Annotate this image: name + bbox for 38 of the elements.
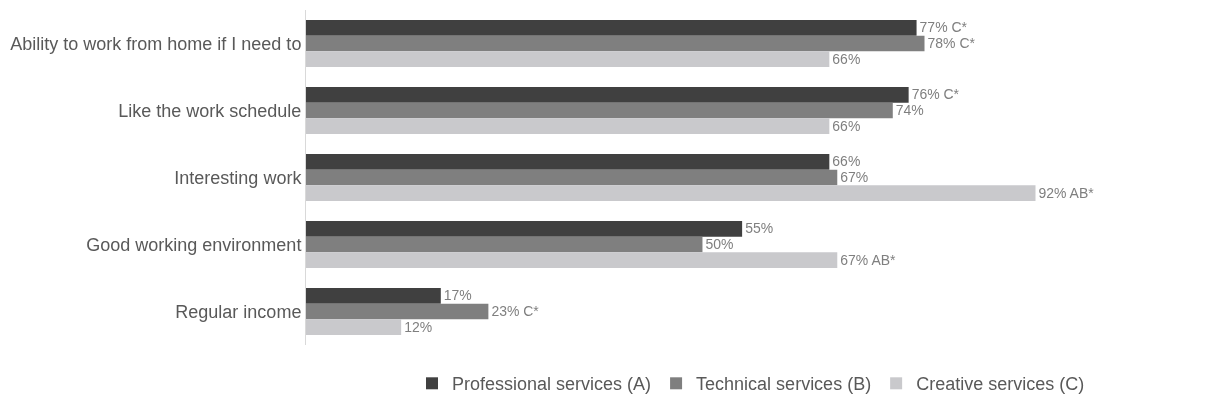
bar xyxy=(306,118,830,134)
bar xyxy=(306,319,402,335)
legend-label: Professional services (A) xyxy=(452,374,652,395)
bar xyxy=(306,185,1036,201)
y-tick-label: Regular income xyxy=(175,301,302,322)
data-label: 66% xyxy=(832,50,861,67)
y-tick-label: Like the work schedule xyxy=(118,100,302,121)
bar xyxy=(306,221,743,237)
bar xyxy=(306,87,909,103)
legend-label: Technical services (B) xyxy=(696,374,872,395)
bar xyxy=(306,252,838,268)
bar xyxy=(306,154,830,170)
bar xyxy=(306,35,925,52)
data-label: 23% C* xyxy=(491,303,540,320)
y-tick-label: Ability to work from home if I need to xyxy=(10,33,302,54)
bar xyxy=(306,102,893,119)
bar xyxy=(306,303,489,320)
bar xyxy=(306,169,838,186)
data-label: 92% AB* xyxy=(1038,184,1095,201)
data-label: 67% xyxy=(840,169,869,186)
data-label: 78% C* xyxy=(927,35,976,52)
data-label: 55% xyxy=(745,220,774,237)
bar xyxy=(306,20,917,36)
data-label: 50% xyxy=(705,236,734,253)
bar xyxy=(306,51,830,67)
bar xyxy=(306,288,441,304)
data-label: 12% xyxy=(404,318,433,335)
y-tick-label: Interesting work xyxy=(174,167,303,188)
data-label: 74% xyxy=(895,102,924,119)
data-label: 77% C* xyxy=(919,19,968,36)
data-label: 76% C* xyxy=(911,86,960,103)
data-label: 17% xyxy=(443,287,472,304)
y-tick-label: Good working environment xyxy=(86,234,302,255)
legend-label: Creative services (C) xyxy=(916,374,1085,395)
data-label: 66% xyxy=(832,153,861,170)
bar xyxy=(306,236,703,253)
data-label: 66% xyxy=(832,117,861,134)
data-label: 67% AB* xyxy=(840,251,896,268)
